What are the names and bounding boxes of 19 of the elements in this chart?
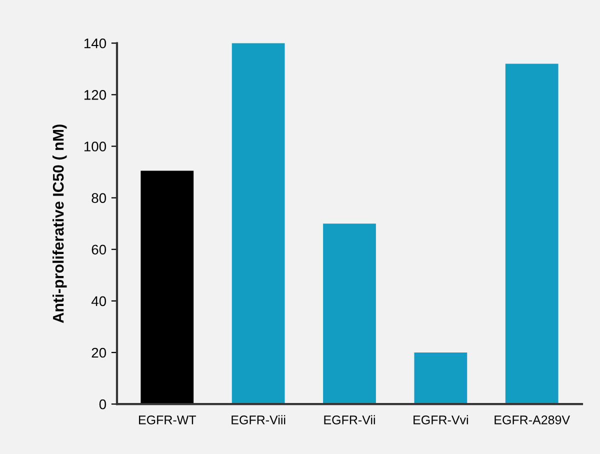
x-tick-label: EGFR-Vii — [324, 415, 375, 424]
y-tick-label: 0 — [99, 399, 106, 410]
x-tick-label: EGFR-Viii — [232, 415, 286, 424]
y-tick-label: 20 — [92, 348, 106, 358]
bar — [414, 352, 468, 404]
y-tick-label: 80 — [92, 193, 106, 203]
y-tick-label: 140 — [84, 38, 106, 48]
y-tick-label: 120 — [84, 90, 106, 100]
y-tick-label: 40 — [91, 296, 106, 306]
x-tick-label: EGFR-WT — [139, 416, 196, 424]
y-axis-title: Anti-proliferative IC50 ( nM) — [52, 124, 67, 323]
bar — [140, 170, 194, 404]
y-tick-label: 60 — [92, 244, 106, 255]
bar — [232, 43, 285, 404]
bar — [323, 224, 376, 404]
bar — [505, 64, 558, 404]
y-tick-label: 100 — [84, 142, 106, 152]
x-tick-label: EGFR-A289V — [494, 416, 570, 424]
x-tick-label: EGFR-Vvi — [414, 415, 468, 424]
